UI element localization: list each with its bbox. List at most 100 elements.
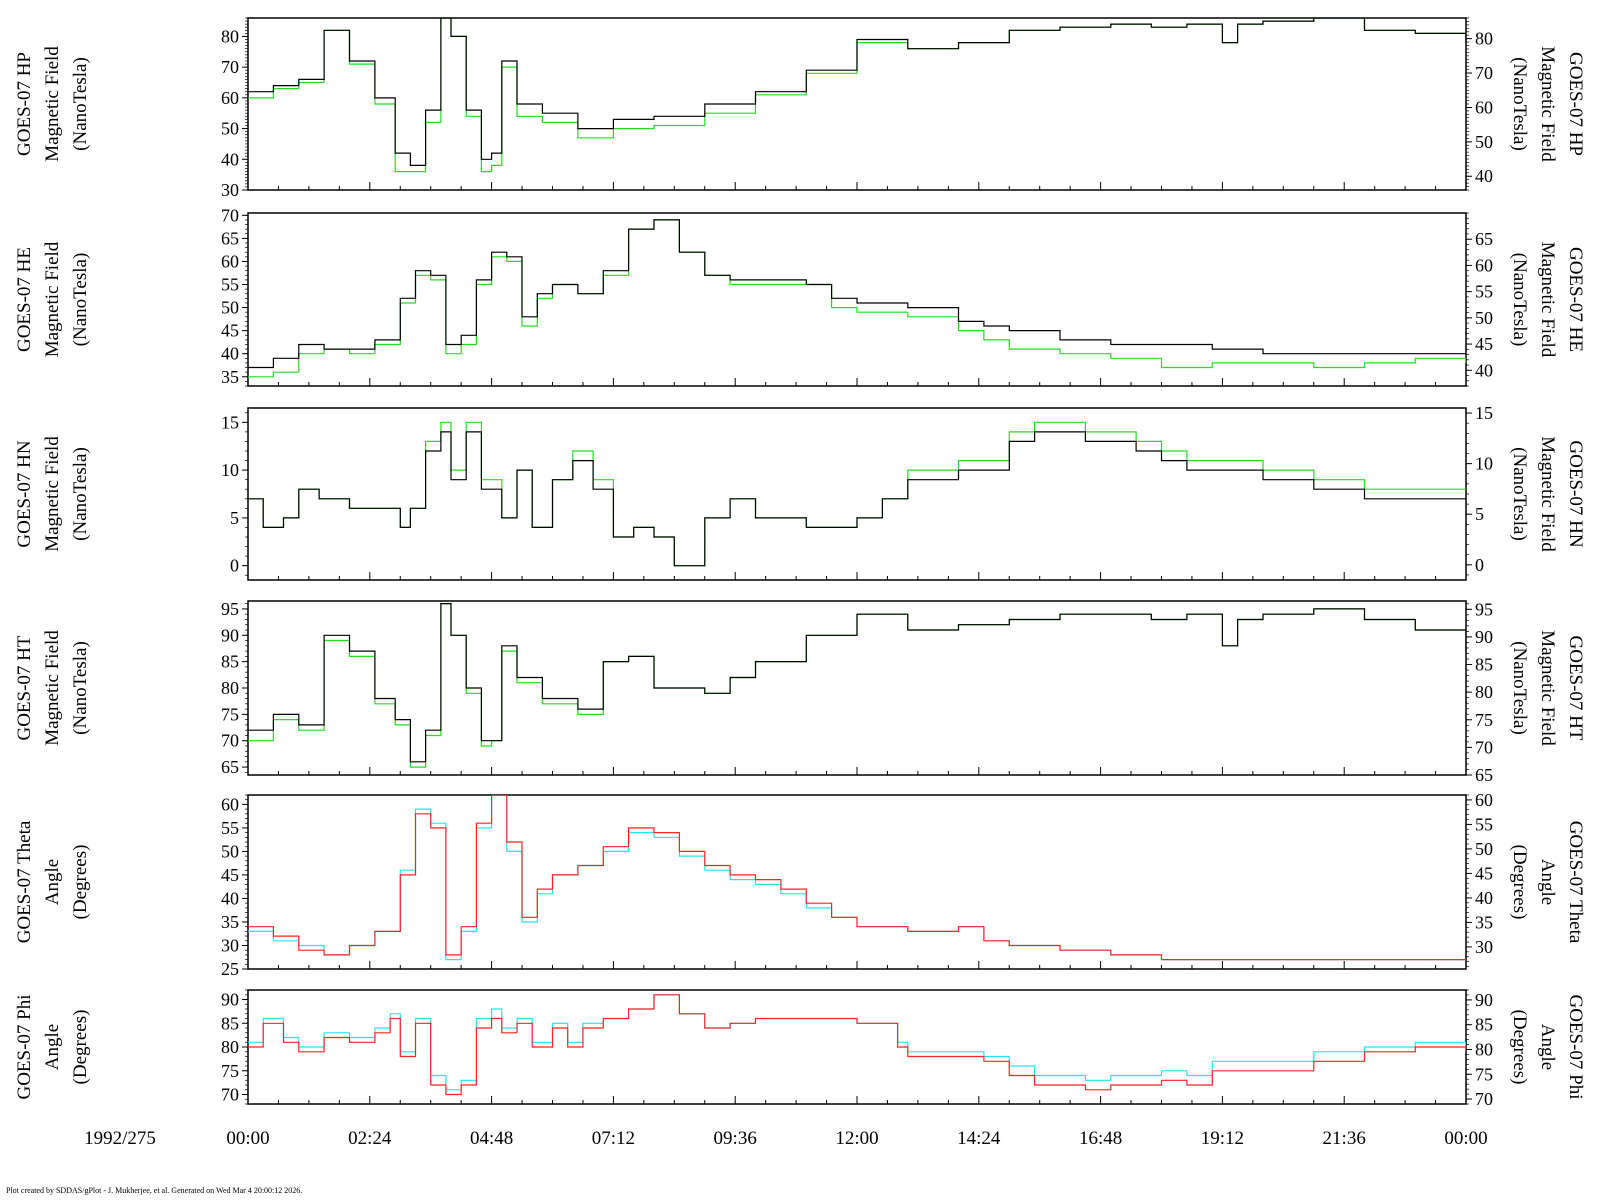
y-axis-label: Angle — [42, 859, 63, 905]
right-y-axis-label: Magnetic Field — [1537, 242, 1558, 358]
right-y-tick-label: 40 — [1475, 166, 1493, 186]
y-axis-label: GOES-07 Phi — [14, 994, 35, 1099]
y-tick-label: 65 — [221, 228, 239, 248]
right-y-axis-label: Angle — [1537, 1024, 1558, 1070]
y-tick-label: 15 — [221, 412, 239, 432]
right-y-tick-label: 60 — [1475, 255, 1493, 275]
right-y-tick-label: 40 — [1475, 888, 1493, 908]
right-y-axis-label: (NanoTesla) — [1509, 57, 1530, 151]
right-y-axis-label: GOES-07 Theta — [1565, 821, 1586, 944]
panel-he: 35 40 45 50 55 60 65 70 40 45 50 55 60 65 GOES-07 HE Ma… — [14, 205, 1586, 386]
right-y-tick-label: 50 — [1475, 132, 1493, 152]
right-y-tick-label: 30 — [1475, 937, 1493, 957]
y-axis-label: Magnetic Field — [42, 630, 63, 746]
y-tick-label: 90 — [221, 625, 239, 645]
right-y-tick-label: 35 — [1475, 912, 1493, 932]
y-axis-label: Magnetic Field — [42, 436, 63, 552]
right-y-axis-label: GOES-07 HN — [1565, 440, 1586, 547]
y-tick-label: 65 — [221, 757, 239, 777]
right-y-tick-label: 70 — [1475, 737, 1493, 757]
right-y-tick-label: 95 — [1475, 599, 1493, 619]
right-y-axis-label: (Degrees) — [1509, 1010, 1530, 1085]
x-tick-label: 02:24 — [348, 1128, 392, 1149]
y-tick-label: 0 — [230, 556, 239, 576]
series-ht-1 — [248, 603, 1466, 763]
right-y-tick-label: 85 — [1475, 655, 1493, 675]
y-tick-label: 60 — [221, 251, 239, 271]
y-tick-label: 35 — [221, 912, 239, 932]
panel-frame — [247, 407, 1467, 581]
right-y-axis-label: (NanoTesla) — [1509, 447, 1530, 541]
x-tick-label: 09:36 — [714, 1128, 757, 1149]
y-tick-label: 40 — [221, 888, 239, 908]
right-y-tick-label: 75 — [1475, 1064, 1493, 1084]
y-tick-label: 50 — [221, 841, 239, 861]
y-axis-label: Magnetic Field — [42, 241, 63, 357]
right-y-axis-label: (Degrees) — [1509, 845, 1530, 920]
panel-hn: 0 5 10 15 0 5 10 15 GOES-07 HN Magnetic Field (Nan… — [14, 403, 1586, 581]
right-y-axis-label: GOES-07 HT — [1565, 635, 1586, 740]
right-y-tick-label: 80 — [1475, 1039, 1493, 1059]
y-tick-label: 70 — [221, 1085, 239, 1105]
right-y-tick-label: 70 — [1475, 1089, 1493, 1109]
y-tick-label: 30 — [221, 935, 239, 955]
x-tick-label: 16:48 — [1079, 1128, 1122, 1149]
y-tick-label: 70 — [221, 731, 239, 751]
x-tick-label: 07:12 — [592, 1128, 635, 1149]
right-y-tick-label: 80 — [1475, 682, 1493, 702]
x-tick-label: 00:00 — [1444, 1128, 1487, 1149]
y-tick-label: 30 — [221, 180, 239, 200]
x-tick-label: 19:12 — [1201, 1128, 1244, 1149]
right-y-tick-label: 55 — [1475, 814, 1493, 834]
y-axis-label: GOES-07 HT — [14, 635, 35, 740]
y-axis-label: Angle — [42, 1024, 63, 1070]
series-hn-2 — [248, 421, 1466, 567]
right-y-tick-label: 75 — [1475, 710, 1493, 730]
y-tick-label: 95 — [221, 599, 239, 619]
right-y-axis-label: Magnetic Field — [1537, 46, 1558, 162]
footer-credit: Plot created by SDDAS/gPlot - J. Mukherj… — [6, 1186, 303, 1195]
right-y-tick-label: 15 — [1475, 403, 1493, 423]
y-axis-label: Magnetic Field — [42, 46, 63, 162]
y-axis-label: (NanoTesla) — [70, 253, 91, 347]
right-y-axis-label: Angle — [1537, 859, 1558, 905]
right-y-axis-label: Magnetic Field — [1537, 436, 1558, 552]
series-theta-1 — [248, 795, 1466, 961]
y-tick-label: 80 — [221, 26, 239, 46]
right-y-axis-label: (NanoTesla) — [1509, 641, 1530, 735]
series-phi-1 — [248, 994, 1466, 1096]
x-tick-labels: 00:00 02:24 04:48 07:12 09:36 12:00 14:24 16:48… — [226, 1128, 1487, 1149]
y-axis-label: (NanoTesla) — [70, 57, 91, 151]
right-y-tick-label: 10 — [1475, 454, 1493, 474]
right-y-tick-label: 70 — [1475, 63, 1493, 83]
x-tick-label: 14:24 — [957, 1128, 1001, 1149]
x-tick-label: 00:00 — [226, 1128, 269, 1149]
right-y-tick-label: 65 — [1475, 765, 1493, 785]
date-label: 1992/275 — [84, 1128, 156, 1149]
y-tick-label: 35 — [221, 367, 239, 387]
y-axis-label: GOES-07 HE — [14, 247, 35, 352]
y-tick-label: 55 — [221, 818, 239, 838]
y-axis-label: (NanoTesla) — [70, 447, 91, 541]
panel-theta: 25 30 35 40 45 50 55 60 30 35 40 45 50 55 60 GOES-07 Th… — [14, 790, 1586, 979]
y-tick-label: 25 — [221, 959, 239, 979]
x-tick-label: 12:00 — [835, 1128, 878, 1149]
right-y-tick-label: 85 — [1475, 1015, 1493, 1035]
right-y-axis-label: GOES-07 HP — [1565, 52, 1586, 156]
series-hn-1 — [248, 431, 1466, 567]
y-tick-label: 5 — [230, 508, 239, 528]
y-axis-label: GOES-07 Theta — [14, 820, 35, 943]
panel-hp: 30 40 50 60 70 80 40 50 60 70 80 GOES-07 HP Magnetic… — [14, 17, 1586, 200]
series-he-1 — [248, 219, 1466, 369]
y-tick-label: 10 — [221, 460, 239, 480]
right-y-tick-label: 60 — [1475, 97, 1493, 117]
y-tick-label: 60 — [221, 794, 239, 814]
x-tick-label: 04:48 — [470, 1128, 513, 1149]
y-tick-label: 50 — [221, 119, 239, 139]
panel-ht: 65 70 75 80 85 90 95 65 70 75 80 85 90 95 GOES-07 HT Ma… — [14, 599, 1586, 785]
y-tick-label: 75 — [221, 704, 239, 724]
right-y-axis-label: (NanoTesla) — [1509, 253, 1530, 347]
x-tick-label: 21:36 — [1323, 1128, 1366, 1149]
right-y-tick-label: 65 — [1475, 229, 1493, 249]
right-y-tick-label: 45 — [1475, 334, 1493, 354]
